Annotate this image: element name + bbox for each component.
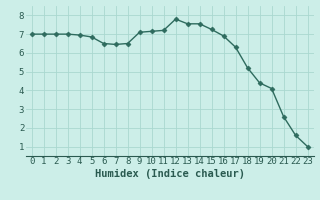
- X-axis label: Humidex (Indice chaleur): Humidex (Indice chaleur): [95, 169, 244, 179]
